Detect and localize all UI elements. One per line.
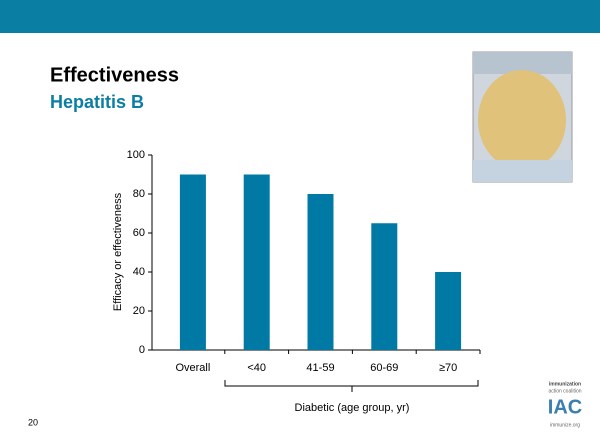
logo: immunization action coalition IAC immuni… bbox=[548, 381, 582, 428]
chart-title: Effectiveness bbox=[50, 64, 179, 86]
bar bbox=[435, 272, 462, 350]
x-tick-label: 60-69 bbox=[370, 362, 398, 374]
group-bracket bbox=[224, 380, 479, 392]
y-tick-label: 60 bbox=[133, 227, 145, 239]
logo-text: immunize.org bbox=[550, 422, 580, 428]
bar bbox=[307, 194, 334, 350]
x-tick-label: <40 bbox=[247, 362, 266, 374]
y-tick-label: 0 bbox=[139, 344, 145, 356]
bar bbox=[179, 174, 206, 350]
header-band bbox=[0, 0, 600, 33]
x-tick-label: 41-59 bbox=[306, 362, 334, 374]
y-tick-label: 100 bbox=[127, 149, 145, 161]
chart-subtitle: Hepatitis B bbox=[50, 92, 144, 112]
logo-text: immunization bbox=[549, 381, 581, 387]
x-tick-label: Overall bbox=[175, 362, 210, 374]
y-tick-label: 80 bbox=[133, 188, 145, 200]
y-tick-label: 40 bbox=[133, 266, 145, 278]
photo bbox=[472, 51, 573, 183]
bar bbox=[371, 223, 398, 350]
y-tick-label: 20 bbox=[133, 305, 145, 317]
bar bbox=[243, 174, 270, 350]
logo-text: action coalition bbox=[548, 388, 581, 394]
y-axis-label: Efficacy or effectiveness bbox=[112, 192, 124, 311]
logo-mark: IAC bbox=[548, 396, 582, 418]
group-label: Diabetic (age group, yr) bbox=[295, 402, 410, 414]
page-number: 20 bbox=[28, 417, 38, 427]
x-tick-label: ≥70 bbox=[439, 362, 457, 374]
